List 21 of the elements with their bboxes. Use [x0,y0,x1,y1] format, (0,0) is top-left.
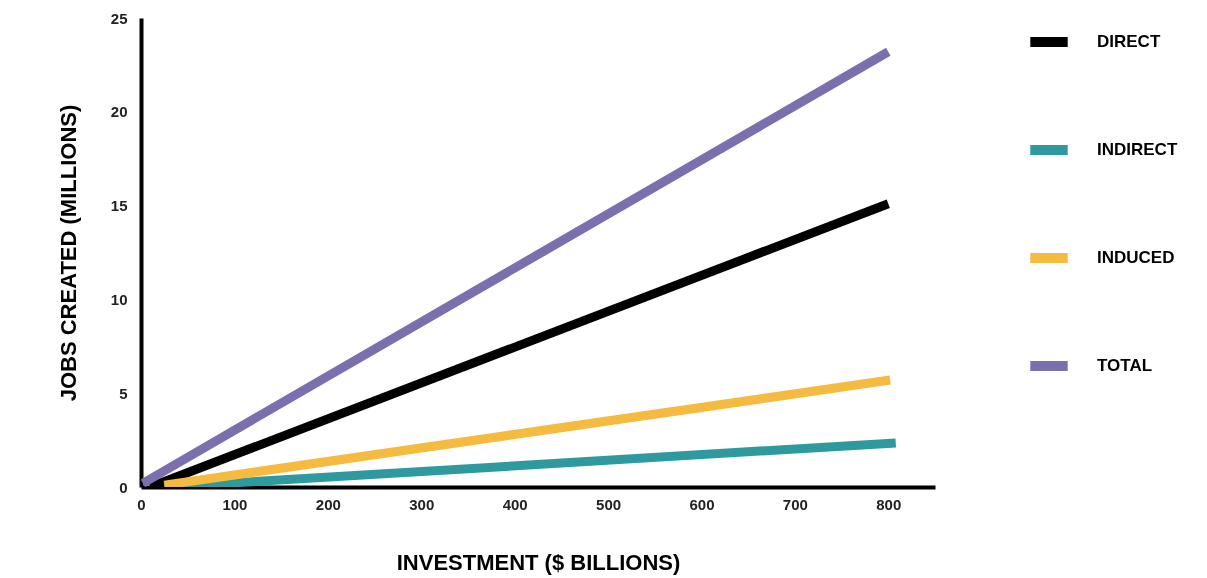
y-tick-label: 25 [110,9,128,27]
x-tick-label: 700 [782,495,808,513]
x-tick-label: 500 [596,495,622,513]
y-axis-title: JOBS CREATED (MILLIONS) [55,104,81,402]
x-tick-label: 400 [502,495,528,513]
y-tick-label: 10 [110,290,128,308]
y-tick-label: 5 [119,384,128,402]
legend-label: TOTAL [1097,356,1153,375]
x-tick-label: 100 [222,495,248,513]
x-tick-label: 0 [137,495,146,513]
x-tick-label: 800 [876,495,902,513]
legend-label: INDUCED [1097,248,1175,267]
legend-label: INDIRECT [1097,140,1178,159]
legend-label: DIRECT [1097,32,1161,51]
x-axis-title: INVESTMENT ($ BILLIONS) [396,549,681,575]
y-tick-label: 15 [110,197,128,215]
y-tick-label: 0 [119,478,128,496]
x-tick-label: 200 [315,495,341,513]
y-tick-label: 20 [110,103,128,121]
x-tick-label: 300 [409,495,435,513]
x-tick-label: 600 [689,495,715,513]
